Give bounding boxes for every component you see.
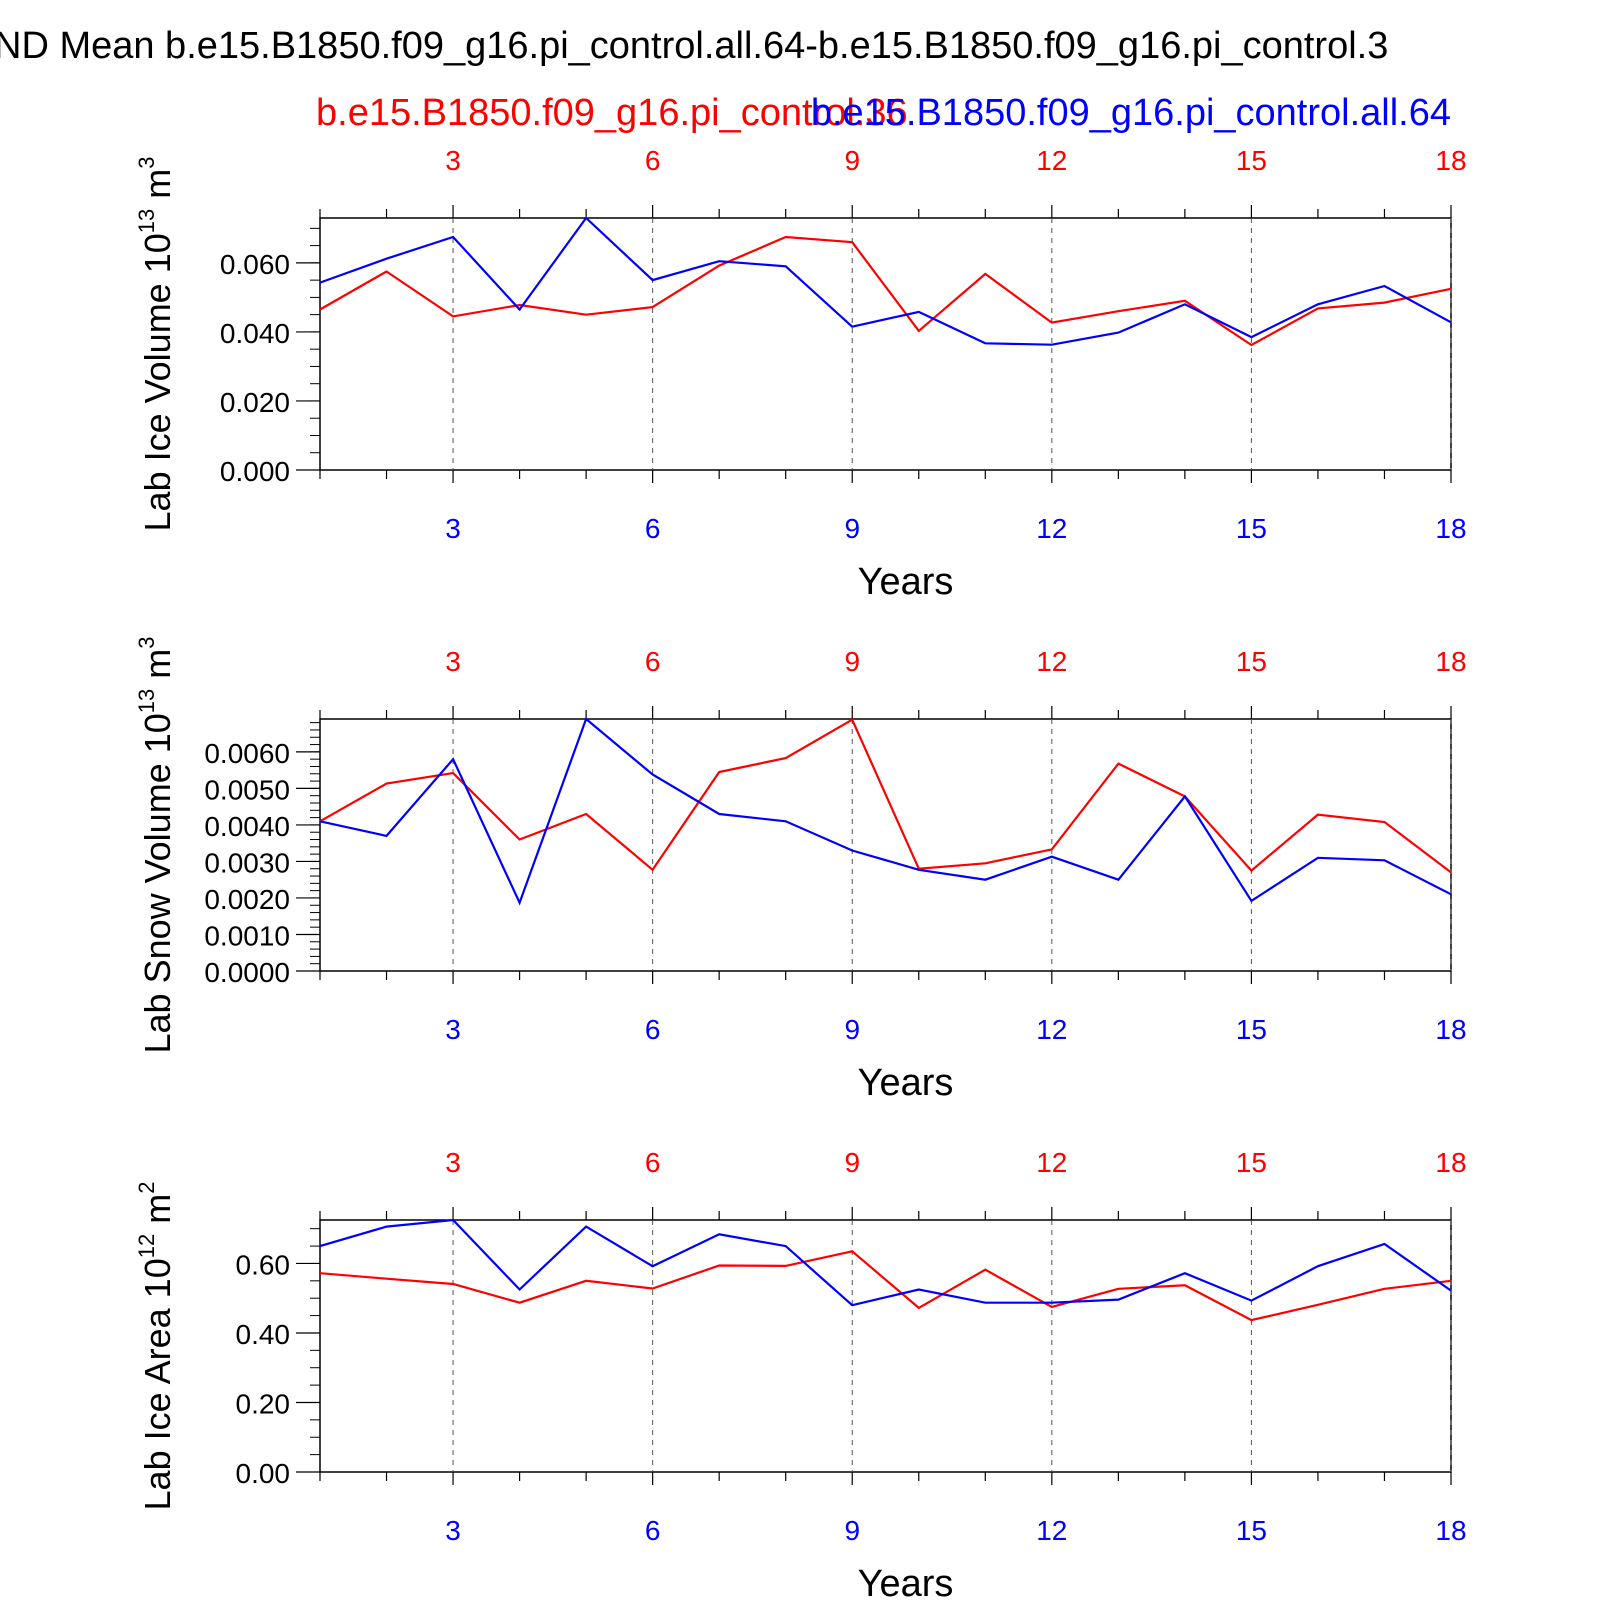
x-tick-label-bottom: 3	[445, 513, 461, 544]
series-line-blue	[319, 1218, 1452, 1307]
x-axis-label: Years	[858, 1062, 954, 1104]
y-axis-label-unit-exponent: 3	[134, 637, 159, 649]
series-line-blue	[319, 216, 1452, 346]
x-tick-label-bottom: 18	[1435, 1014, 1466, 1045]
y-tick-label: 0.0000	[204, 957, 290, 988]
y-tick-label: 0.0030	[204, 847, 290, 878]
x-tick-label-bottom: 9	[844, 1515, 860, 1546]
x-tick-label-top: 12	[1036, 1147, 1067, 1178]
y-tick-label: 0.00	[236, 1458, 291, 1489]
x-tick-label-bottom: 6	[645, 513, 661, 544]
y-axis-label: Lab Ice Volume 1013 m3	[134, 157, 178, 532]
y-tick-label: 0.000	[220, 456, 290, 487]
y-axis-label-unit-exponent: 2	[134, 1182, 159, 1194]
legend-blue-label: b.e15.B1850.f09_g16.pi_control.all.64	[811, 92, 1451, 134]
y-axis-label-exponent: 12	[134, 1234, 159, 1258]
x-axis-label: Years	[858, 1563, 954, 1600]
series-line-blue	[319, 717, 1452, 906]
series-line-red	[319, 1250, 1452, 1322]
y-tick-label: 0.40	[236, 1319, 291, 1350]
y-axis-label-exponent: 13	[134, 689, 159, 713]
series-line-red	[319, 235, 1452, 347]
plot-frame	[319, 1219, 1452, 1473]
x-tick-label-top: 9	[844, 1147, 860, 1178]
y-tick-label: 0.020	[220, 387, 290, 418]
x-tick-label-bottom: 12	[1036, 1014, 1067, 1045]
figure-title: ND Mean b.e15.B1850.f09_g16.pi_control.a…	[0, 25, 1388, 67]
x-tick-label-top: 6	[645, 1147, 661, 1178]
x-tick-label-top: 6	[645, 145, 661, 176]
x-tick-label-top: 15	[1236, 145, 1267, 176]
x-tick-label-top: 3	[445, 145, 461, 176]
panel-2: 0.0000 0.0010 0.0020 0.0030 0.0040 0.0050 0.00…	[134, 637, 1467, 1104]
x-tick-label-bottom: 3	[445, 1014, 461, 1045]
plot-frame	[319, 217, 1452, 471]
y-axis-label: Lab Snow Volume 1013 m3	[134, 637, 178, 1054]
y-axis-label-text: Lab Snow Volume 10	[137, 713, 178, 1053]
y-axis-label-text: Lab Ice Area 10	[137, 1258, 178, 1510]
y-tick-label: 0.0010	[204, 920, 290, 951]
legend-red-label: b.e15.B1850.f09_g16.pi_control.36	[316, 92, 908, 134]
y-tick-label: 0.0050	[204, 774, 290, 805]
x-tick-label-bottom: 3	[445, 1515, 461, 1546]
chart-panels: 0.000 0.020 0.040 0.060 3 3 6 6 9 9 12 12 15 15 18 18 Ye…	[134, 145, 1467, 1600]
y-axis-label-unit: m	[137, 169, 178, 209]
x-tick-label-bottom: 12	[1036, 513, 1067, 544]
x-tick-label-bottom: 9	[844, 513, 860, 544]
y-axis-label-text: Lab Ice Volume 10	[137, 233, 178, 531]
x-tick-label-top: 12	[1036, 646, 1067, 677]
x-tick-label-top: 15	[1236, 646, 1267, 677]
x-tick-label-top: 18	[1435, 145, 1466, 176]
y-tick-label: 0.20	[236, 1388, 291, 1419]
y-tick-label: 0.60	[236, 1249, 291, 1280]
x-axis-label: Years	[858, 561, 954, 603]
x-tick-label-bottom: 9	[844, 1014, 860, 1045]
x-tick-label-top: 18	[1435, 1147, 1466, 1178]
x-tick-label-top: 15	[1236, 1147, 1267, 1178]
y-tick-label: 0.040	[220, 318, 290, 349]
x-tick-label-bottom: 15	[1236, 1014, 1267, 1045]
x-tick-label-bottom: 15	[1236, 513, 1267, 544]
x-tick-label-bottom: 18	[1435, 1515, 1466, 1546]
x-tick-label-top: 18	[1435, 646, 1466, 677]
x-tick-label-top: 12	[1036, 145, 1067, 176]
x-tick-label-bottom: 15	[1236, 1515, 1267, 1546]
y-tick-label: 0.0060	[204, 738, 290, 769]
y-tick-label: 0.0020	[204, 884, 290, 915]
x-tick-label-top: 3	[445, 1147, 461, 1178]
y-axis-label-exponent: 13	[134, 209, 159, 233]
x-tick-label-top: 3	[445, 646, 461, 677]
x-tick-label-bottom: 6	[645, 1014, 661, 1045]
panel-1: 0.000 0.020 0.040 0.060 3 3 6 6 9 9 12 12 15 15 18 18 Ye…	[134, 145, 1467, 603]
x-tick-label-top: 9	[844, 145, 860, 176]
y-tick-label: 0.0040	[204, 811, 290, 842]
x-tick-label-top: 9	[844, 646, 860, 677]
y-axis-label-unit: m	[137, 649, 178, 689]
y-tick-label: 0.060	[220, 249, 290, 280]
series-line-red	[319, 718, 1452, 874]
y-axis-label-unit: m	[137, 1194, 178, 1234]
panel-3: 0.00 0.20 0.40 0.60 3 3 6 6 9 9 12 12 15 15 18 18 Years L…	[134, 1147, 1467, 1600]
y-axis-label: Lab Ice Area 1012 m2	[134, 1182, 178, 1511]
x-tick-label-bottom: 18	[1435, 513, 1466, 544]
y-axis-label-unit-exponent: 3	[134, 157, 159, 169]
x-tick-label-bottom: 6	[645, 1515, 661, 1546]
x-tick-label-bottom: 12	[1036, 1515, 1067, 1546]
plot-frame	[319, 718, 1452, 972]
x-tick-label-top: 6	[645, 646, 661, 677]
